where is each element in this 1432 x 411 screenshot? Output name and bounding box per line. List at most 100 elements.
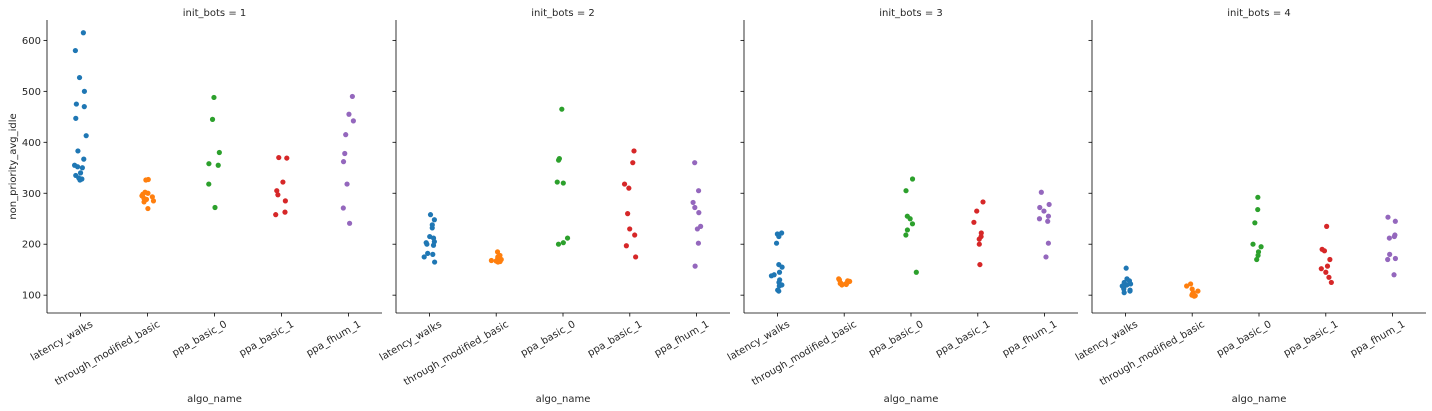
data-point <box>284 155 290 161</box>
data-point <box>216 149 222 156</box>
data-point <box>340 159 347 165</box>
data-point <box>282 209 288 215</box>
data-point <box>73 115 79 121</box>
data-point <box>149 194 155 200</box>
data-point <box>630 160 636 166</box>
data-point <box>631 148 637 154</box>
data-point <box>560 240 566 246</box>
data-point <box>206 181 212 187</box>
data-point <box>346 220 353 226</box>
data-point <box>75 148 81 154</box>
data-point <box>74 164 81 170</box>
data-point <box>206 161 212 167</box>
data-point <box>431 217 437 223</box>
data-point <box>903 232 909 238</box>
x-tick-label: ppa_fhum_1 <box>1001 319 1059 359</box>
x-tick-label: through_modified_basic <box>750 319 859 388</box>
facet-panel-3: init_bots = 3 latency_walksthrough_modifi… <box>726 8 1078 405</box>
facet-panel-2: init_bots = 2 latency_walksthrough_modifi… <box>378 8 730 405</box>
data-point <box>495 259 501 265</box>
data-point <box>976 236 982 242</box>
data-point <box>1255 194 1261 200</box>
y-axis-label: non_priority_avg_idle <box>8 113 19 219</box>
data-point <box>692 160 698 166</box>
data-point <box>907 216 913 222</box>
data-point <box>623 243 629 249</box>
data-point <box>282 198 288 204</box>
data-point <box>779 264 785 270</box>
data-point <box>564 235 571 241</box>
data-point <box>150 198 157 204</box>
data-point <box>145 190 151 196</box>
data-point <box>692 263 698 269</box>
data-point <box>1318 266 1324 272</box>
data-point <box>343 132 349 138</box>
x-tick-label: ppa_fhum_1 <box>1349 319 1407 359</box>
data-point <box>421 254 427 260</box>
data-point <box>904 227 911 233</box>
data-point <box>1385 214 1391 220</box>
data-point <box>1250 241 1256 247</box>
data-point <box>695 240 702 246</box>
data-point <box>273 212 279 218</box>
x-tick-label: ppa_basic_1 <box>1282 319 1340 359</box>
data-point <box>424 241 430 247</box>
x-tick-label: ppa_basic_0 <box>1215 319 1273 359</box>
data-point <box>1252 220 1258 226</box>
data-point <box>560 180 566 186</box>
data-point <box>909 221 916 227</box>
data-point <box>1037 204 1043 211</box>
x-tick-label: ppa_fhum_1 <box>305 319 363 359</box>
data-point <box>1123 265 1129 271</box>
data-point <box>83 133 89 139</box>
data-point <box>81 88 88 94</box>
facet-title: init_bots = 3 <box>879 8 943 19</box>
data-point <box>1392 255 1399 262</box>
data-point <box>1045 213 1052 219</box>
data-point <box>1255 252 1261 259</box>
data-point <box>1258 244 1264 250</box>
data-point <box>776 288 782 294</box>
data-point <box>913 269 919 275</box>
y-tick-label: 600 <box>22 36 41 47</box>
data-point <box>211 94 217 101</box>
facet-title: init_bots = 2 <box>531 8 595 19</box>
data-point <box>1321 248 1328 254</box>
data-point <box>779 230 785 236</box>
data-point <box>344 181 350 187</box>
data-point <box>212 204 218 211</box>
x-tick-label: ppa_fhum_1 <box>653 319 711 359</box>
data-point <box>621 181 628 187</box>
data-point <box>1324 263 1331 269</box>
data-point <box>1327 256 1333 263</box>
data-point <box>276 154 282 161</box>
data-point <box>980 199 986 205</box>
data-point <box>839 282 845 288</box>
data-point <box>342 150 348 157</box>
data-point <box>1195 288 1201 294</box>
data-point <box>427 212 434 218</box>
data-point <box>1324 223 1330 229</box>
x-tick-label: through_modified_basic <box>402 319 511 388</box>
data-point <box>776 283 782 289</box>
data-point <box>625 211 631 217</box>
data-point <box>340 205 346 211</box>
x-axis-label: algo_name <box>536 394 591 405</box>
data-point <box>215 162 221 168</box>
data-point <box>909 176 916 182</box>
data-point <box>143 177 149 183</box>
data-point <box>346 111 352 117</box>
facet-title: init_bots = 4 <box>1227 8 1291 19</box>
data-point <box>1188 281 1194 287</box>
data-point <box>425 250 431 256</box>
data-point <box>72 47 78 54</box>
data-point <box>432 259 438 265</box>
data-point <box>1046 201 1052 208</box>
data-point <box>776 269 783 275</box>
data-point <box>690 199 696 206</box>
data-point <box>209 116 216 122</box>
data-point <box>349 93 355 100</box>
data-point <box>627 226 633 232</box>
data-point <box>1391 233 1397 240</box>
